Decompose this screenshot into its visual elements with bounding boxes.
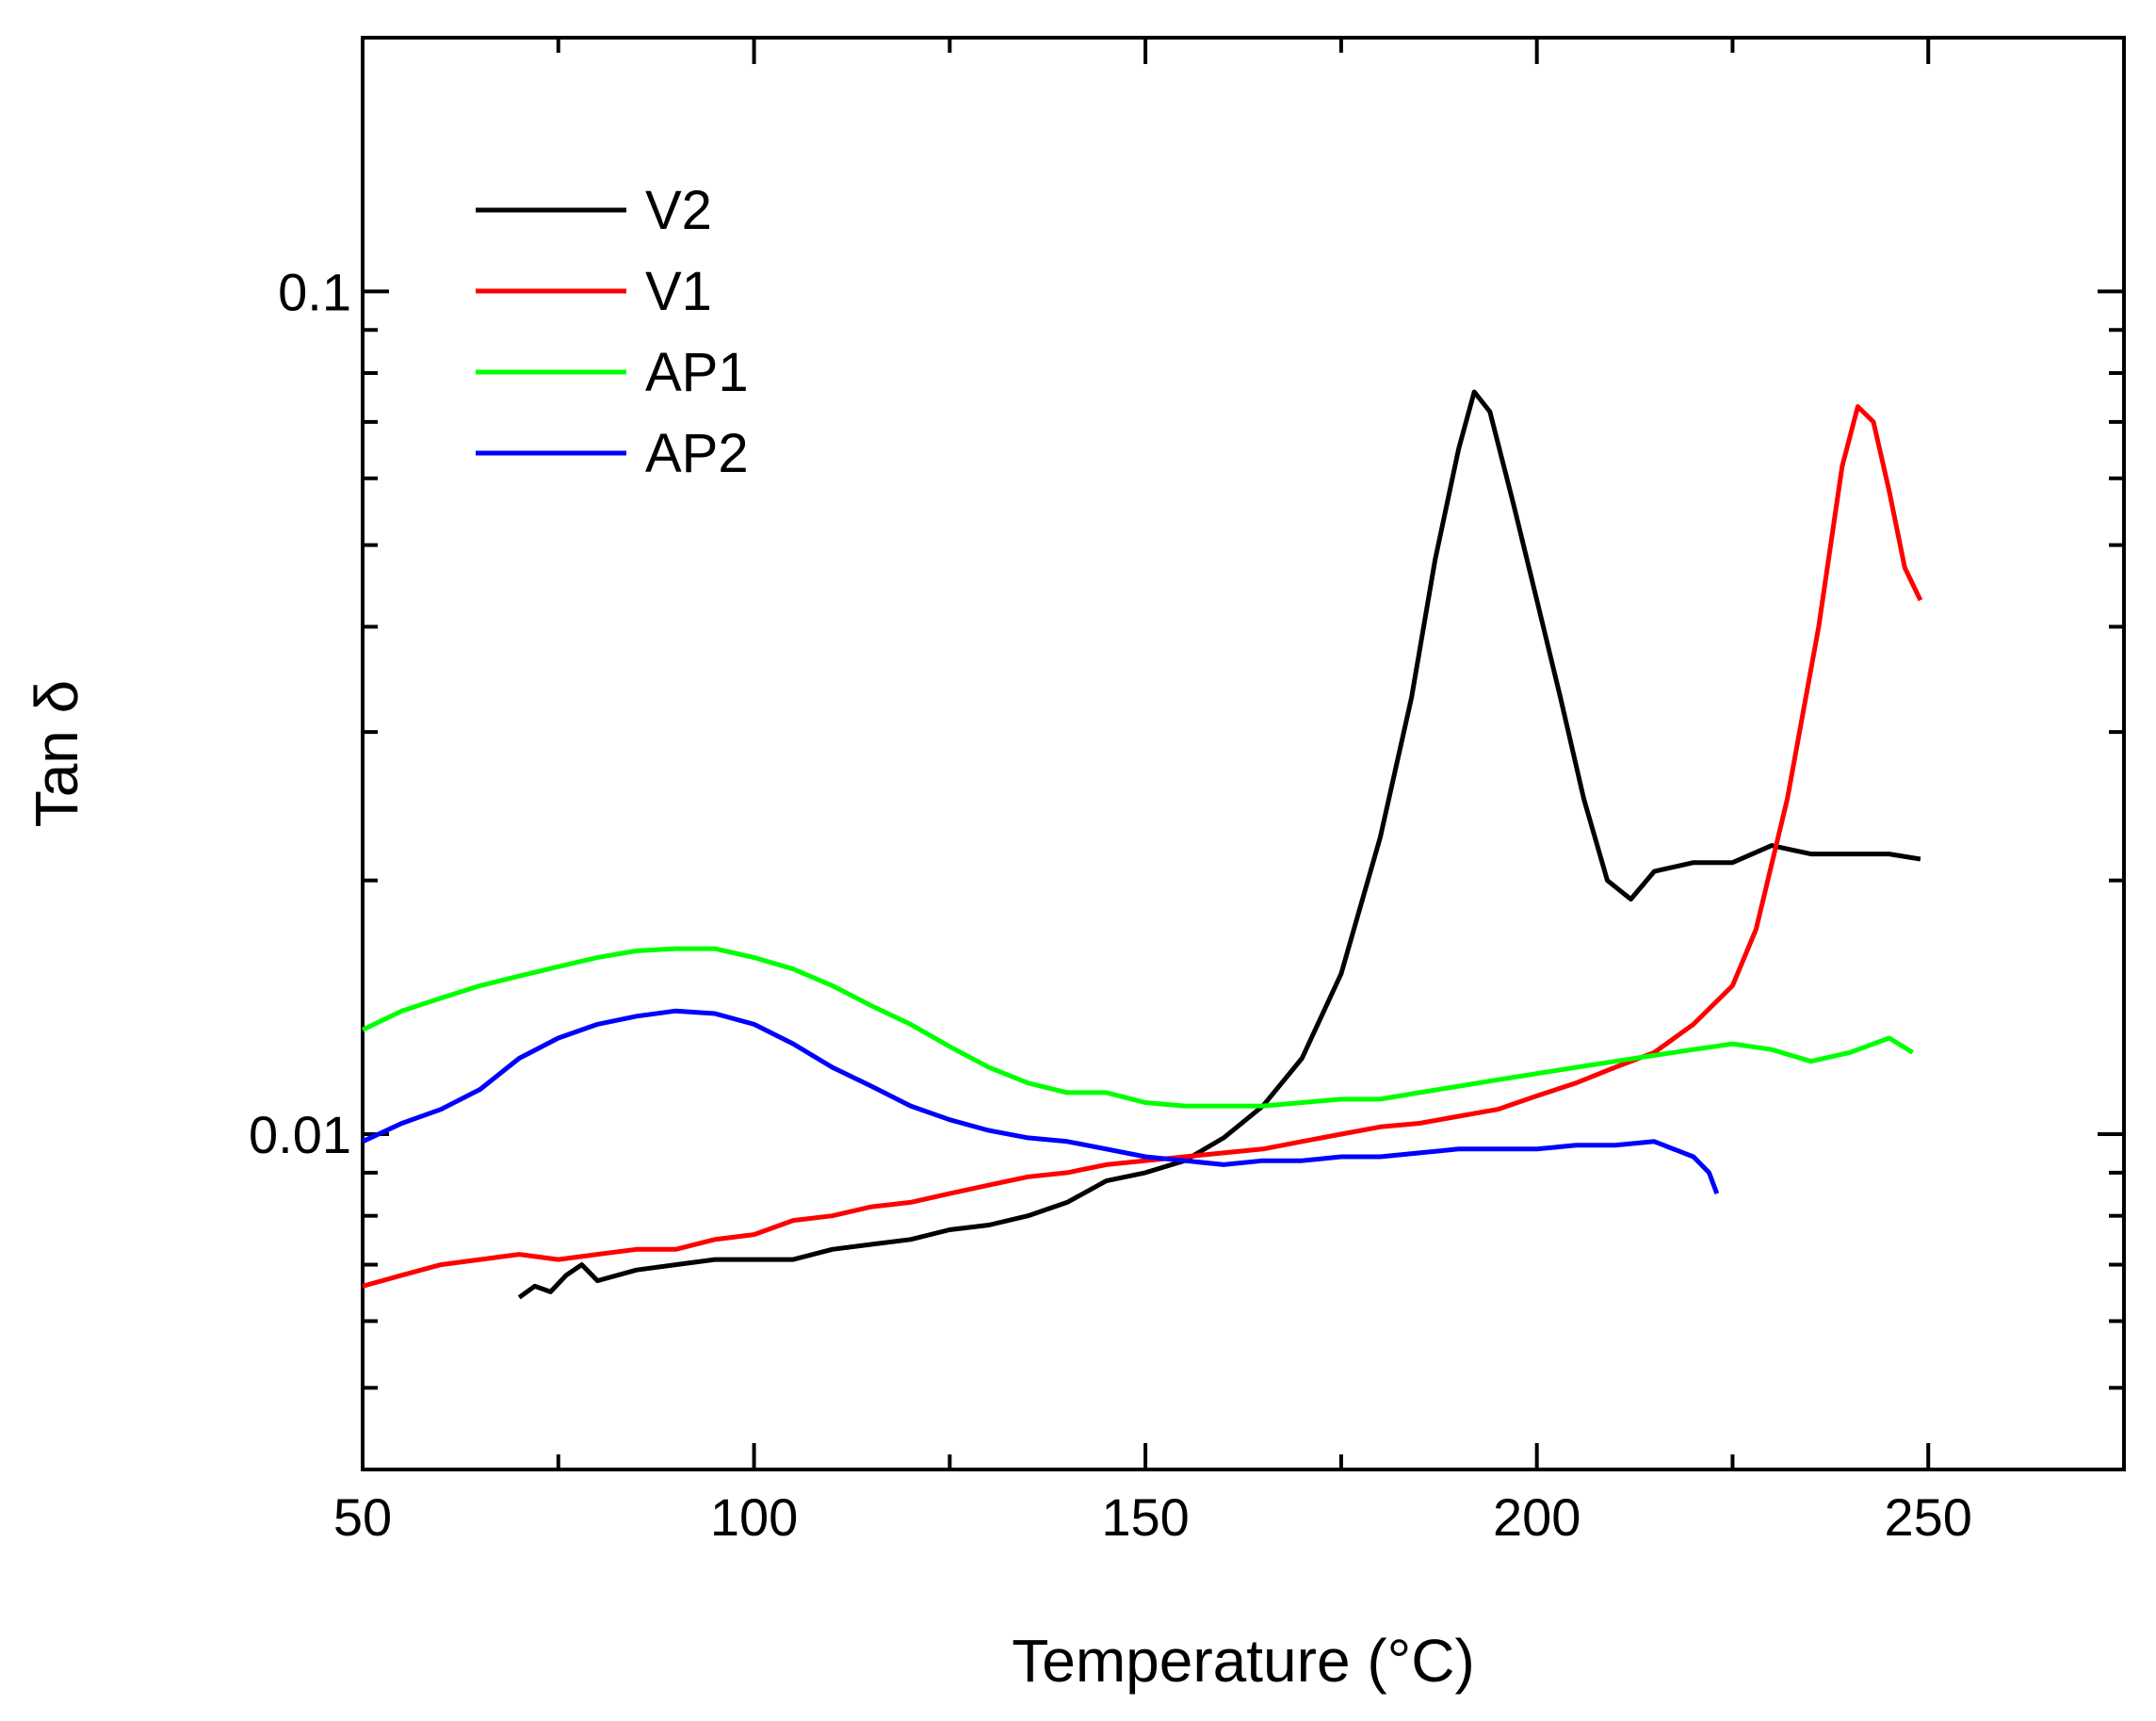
series-line-ap2 — [361, 1008, 1720, 1194]
x-tick-label: 200 — [1493, 1487, 1581, 1547]
series-line-v1 — [362, 404, 1923, 1289]
x-tick-label: 100 — [710, 1487, 798, 1547]
legend: V2 V1 AP1 AP2 — [476, 180, 749, 484]
y-tick-label: 0.1 — [278, 262, 351, 321]
x-tick-label: 150 — [1101, 1487, 1189, 1547]
x-axis-title: Temperature (°C) — [1012, 1627, 1475, 1695]
plot-frame — [361, 36, 2126, 1471]
y-tick-label: 0.01 — [249, 1105, 351, 1164]
legend-label-v1: V1 — [645, 261, 712, 322]
legend-label-ap1: AP1 — [645, 342, 749, 403]
x-tick-label: 50 — [333, 1487, 392, 1547]
y-axis-title: Tan δ — [23, 680, 90, 828]
legend-label-ap2: AP2 — [645, 423, 749, 484]
x-tick-label: 250 — [1885, 1487, 1972, 1547]
legend-label-v2: V2 — [645, 180, 712, 241]
series-line-v2 — [517, 389, 1921, 1300]
series-line-ap1 — [361, 946, 1914, 1109]
